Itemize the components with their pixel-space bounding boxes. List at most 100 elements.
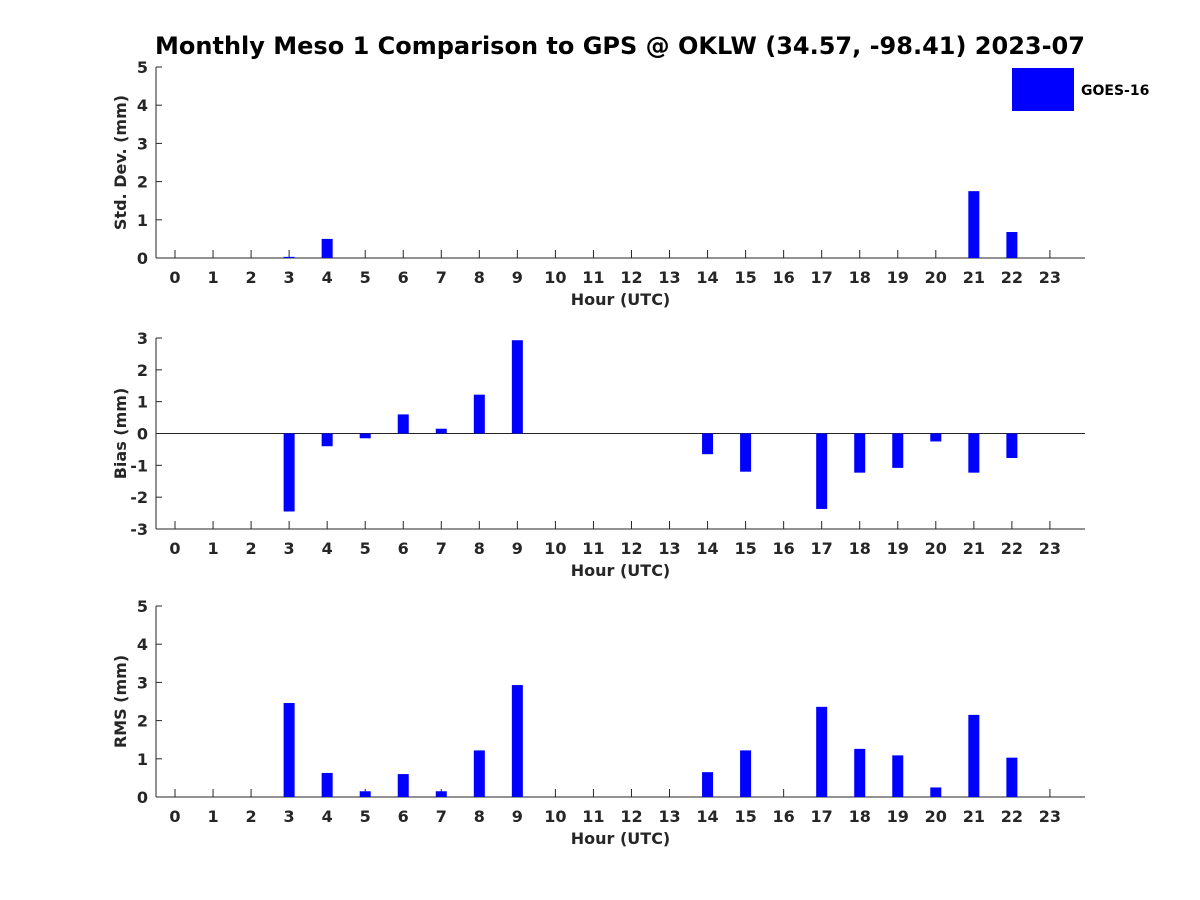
bias-ytick-label: 3	[137, 329, 148, 348]
rms-ytick-label: 2	[137, 712, 148, 731]
rms-xtick-label: 3	[284, 807, 295, 826]
bias-xtick-label: 8	[474, 539, 485, 558]
rms-xtick-label: 6	[398, 807, 409, 826]
rms-xtick-label: 5	[360, 807, 371, 826]
stddev-xtick-label: 4	[322, 268, 333, 287]
rms-bar-hour-22	[1006, 757, 1018, 797]
stddev-xtick-label: 8	[474, 268, 485, 287]
bias-bar-hour-3	[283, 433, 295, 512]
bias-bar-hour-20	[930, 433, 942, 442]
bias-xtick-label: 6	[398, 539, 409, 558]
bias-xtick-label: 1	[207, 539, 218, 558]
stddev-xtick-label: 10	[544, 268, 566, 287]
rms-bar-hour-15	[740, 750, 752, 797]
rms-bar-hour-21	[968, 714, 980, 797]
stddev-xtick-label: 11	[582, 268, 604, 287]
stddev-xtick-label: 9	[512, 268, 523, 287]
bias-xtick-label: 5	[360, 539, 371, 558]
rms-xtick-label: 8	[474, 807, 485, 826]
bias-bar-hour-4	[321, 433, 333, 447]
bias-xtick-label: 9	[512, 539, 523, 558]
stddev-xtick-label: 22	[1001, 268, 1023, 287]
rms-y-axis-label: RMS (mm)	[111, 655, 130, 748]
stddev-ytick-label: 4	[137, 96, 148, 115]
stddev-bar-hour-3	[283, 256, 295, 258]
stddev-y-axis-label: Std. Dev. (mm)	[111, 95, 130, 230]
bias-xtick-label: 0	[169, 539, 180, 558]
bias-ytick-label: 2	[137, 361, 148, 380]
bias-ytick-label: -2	[130, 488, 148, 507]
rms-x-axis-label: Hour (UTC)	[571, 829, 671, 848]
stddev-ytick-label: 2	[137, 173, 148, 192]
stddev-ytick-label: 3	[137, 134, 148, 153]
bias-xtick-label: 22	[1001, 539, 1023, 558]
bias-bar-hour-18	[854, 433, 866, 473]
stddev-xtick-label: 17	[811, 268, 833, 287]
bias-bar-hour-17	[816, 433, 828, 509]
stddev-xtick-label: 19	[887, 268, 909, 287]
bias-ytick-label: 0	[137, 425, 148, 444]
stddev-x-axis-label: Hour (UTC)	[571, 290, 671, 309]
stddev-ytick-label: 1	[137, 211, 148, 230]
stddev-xtick-label: 21	[963, 268, 985, 287]
stddev-xtick-label: 1	[207, 268, 218, 287]
stddev-xtick-label: 3	[284, 268, 295, 287]
rms-bar-hour-4	[321, 772, 333, 797]
stddev-xtick-label: 18	[849, 268, 871, 287]
rms-bar-hour-3	[283, 703, 295, 797]
rms-xtick-label: 11	[582, 807, 604, 826]
bias-xtick-label: 4	[322, 539, 333, 558]
rms-ytick-label: 4	[137, 635, 148, 654]
rms-bar-hour-14	[702, 772, 714, 797]
bias-y-axis-label: Bias (mm)	[111, 388, 130, 480]
rms-xtick-label: 9	[512, 807, 523, 826]
rms-xtick-label: 13	[658, 807, 680, 826]
bias-bar-hour-22	[1006, 433, 1018, 459]
rms-bar-hour-20	[930, 787, 942, 797]
bias-ytick-label: -1	[130, 456, 148, 475]
bias-bar-hour-6	[397, 414, 409, 434]
bias-xtick-label: 21	[963, 539, 985, 558]
rms-xtick-label: 4	[322, 807, 333, 826]
stddev-xtick-label: 23	[1039, 268, 1061, 287]
rms-xtick-label: 1	[207, 807, 218, 826]
legend-swatch-goes-16	[1012, 68, 1074, 111]
bias-xtick-label: 14	[696, 539, 718, 558]
bias-bar-hour-14	[702, 433, 714, 455]
bias-xtick-label: 20	[925, 539, 947, 558]
rms-xtick-label: 17	[811, 807, 833, 826]
rms-ytick-label: 1	[137, 750, 148, 769]
bias-xtick-label: 17	[811, 539, 833, 558]
bias-xtick-label: 23	[1039, 539, 1061, 558]
rms-xtick-label: 7	[436, 807, 447, 826]
rms-xtick-label: 22	[1001, 807, 1023, 826]
rms-xtick-label: 14	[696, 807, 718, 826]
stddev-xtick-label: 20	[925, 268, 947, 287]
rms-xtick-label: 19	[887, 807, 909, 826]
bias-xtick-label: 2	[246, 539, 257, 558]
stddev-ytick-label: 0	[137, 249, 148, 268]
rms-xtick-label: 2	[246, 807, 257, 826]
stddev-bar-hour-21	[968, 191, 980, 258]
chart-title: Monthly Meso 1 Comparison to GPS @ OKLW …	[155, 32, 1085, 60]
stddev-xtick-label: 5	[360, 268, 371, 287]
bias-bar-hour-15	[740, 433, 752, 472]
bias-bar-hour-7	[435, 428, 447, 434]
bias-xtick-label: 13	[658, 539, 680, 558]
rms-xtick-label: 18	[849, 807, 871, 826]
rms-ytick-label: 5	[137, 597, 148, 616]
stddev-xtick-label: 15	[734, 268, 756, 287]
bias-ytick-label: 1	[137, 393, 148, 412]
rms-xtick-label: 20	[925, 807, 947, 826]
rms-bar-hour-6	[397, 774, 409, 797]
rms-ytick-label: 0	[137, 788, 148, 807]
rms-bar-hour-5	[359, 791, 371, 797]
legend-label-goes-16: GOES-16	[1081, 83, 1149, 99]
bias-bar-hour-8	[473, 394, 485, 434]
rms-xtick-label: 10	[544, 807, 566, 826]
rms-bar-hour-8	[473, 750, 485, 797]
bias-xtick-label: 7	[436, 539, 447, 558]
